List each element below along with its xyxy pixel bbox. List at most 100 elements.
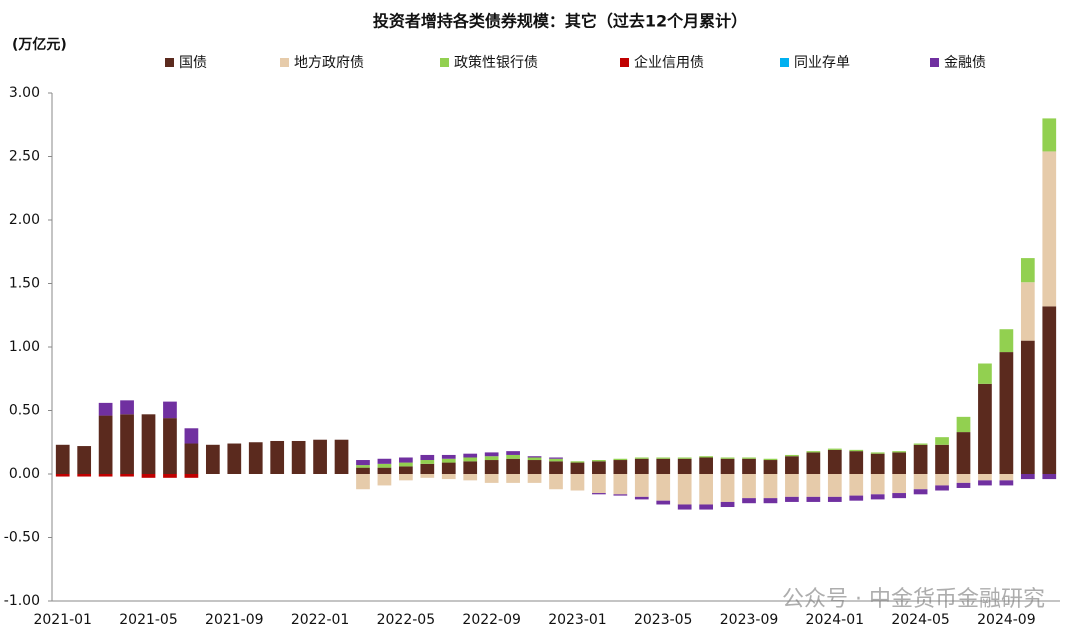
x-tick-label: 2024-05 xyxy=(891,612,950,628)
y-tick-label: 1.00 xyxy=(9,339,40,355)
x-tick-label: 2021-01 xyxy=(33,612,92,628)
bar-segment xyxy=(720,458,735,474)
bar-segment xyxy=(163,418,177,474)
bar-segment xyxy=(570,462,585,474)
bar-segment xyxy=(463,457,478,462)
bar-segment xyxy=(913,474,928,490)
bar-segment xyxy=(356,467,370,474)
bar-segment xyxy=(1020,258,1035,283)
bar-segment xyxy=(463,461,478,474)
bar-segment xyxy=(291,440,306,474)
bar-segment xyxy=(377,463,392,468)
bar-segment xyxy=(1042,151,1057,307)
x-tick-label: 2022-01 xyxy=(291,612,350,628)
bar-segment xyxy=(699,456,713,458)
bar-segment xyxy=(98,474,113,477)
bar-segment xyxy=(356,465,370,468)
bar-segment xyxy=(892,474,907,494)
bar-segment xyxy=(527,457,542,461)
bar-segment xyxy=(441,454,456,459)
bar-segment xyxy=(956,474,971,483)
legend-swatch xyxy=(620,58,629,67)
bar-segment xyxy=(184,443,199,474)
bar-segment xyxy=(806,496,821,502)
x-tick-label: 2021-09 xyxy=(205,612,264,628)
bar-segment xyxy=(935,437,949,445)
bar-segment xyxy=(184,474,199,478)
bar-segment xyxy=(399,462,413,467)
bar-segment xyxy=(141,414,156,474)
bar-segment xyxy=(785,454,799,457)
bar-segment xyxy=(120,414,134,474)
bar-segment xyxy=(806,452,821,474)
bar-segment xyxy=(763,498,778,504)
bar-segment xyxy=(634,474,649,497)
bar-segment xyxy=(463,474,478,481)
bar-segment xyxy=(699,474,713,505)
bar-segment xyxy=(527,474,542,483)
x-tick-label: 2022-09 xyxy=(462,612,521,628)
legend-swatch xyxy=(780,58,789,67)
bar-segment xyxy=(763,458,778,461)
bar-segment xyxy=(377,474,392,486)
bar-segment xyxy=(141,474,156,478)
bar-segment xyxy=(484,456,499,461)
bar-segment xyxy=(399,457,413,463)
bar-segment xyxy=(892,451,907,453)
bar-segment xyxy=(806,451,821,453)
bar-segment xyxy=(1042,474,1057,480)
x-tick-label: 2022-05 xyxy=(377,612,436,628)
bar-segment xyxy=(420,454,435,461)
bar-segment xyxy=(849,474,864,496)
legend-label: 政策性银行债 xyxy=(454,54,538,71)
bar-segment xyxy=(913,444,928,474)
bar-segment xyxy=(699,457,713,474)
y-tick-label: 2.50 xyxy=(9,149,40,165)
bar-segment xyxy=(956,482,971,488)
bar-segment xyxy=(827,496,842,502)
bar-segment xyxy=(313,439,327,474)
bar-segment xyxy=(935,474,949,486)
y-axis-label: (万亿元) xyxy=(12,36,67,53)
bar-segment xyxy=(656,500,671,505)
y-tick-label: 0.50 xyxy=(9,403,40,419)
bar-segment xyxy=(1020,282,1035,341)
bar-segment xyxy=(763,474,778,499)
bar-segment xyxy=(270,440,285,474)
bar-segment xyxy=(913,489,928,495)
bar-segment xyxy=(506,454,520,459)
bar-segment xyxy=(549,458,563,462)
bar-segment xyxy=(55,444,70,474)
bar-segment xyxy=(613,474,628,495)
bar-segment xyxy=(592,460,606,462)
bar-segment xyxy=(356,474,370,490)
y-tick-label: 2.00 xyxy=(9,212,40,228)
bar-segment xyxy=(699,504,713,510)
bar-segment xyxy=(806,474,821,497)
bar-segment xyxy=(592,493,606,495)
bar-segment xyxy=(720,501,735,508)
bar-segment xyxy=(956,432,971,474)
chart-title: 投资者增持各类债券规模：其它（过去12个月累计） xyxy=(373,12,747,31)
legend-label: 地方政府债 xyxy=(294,55,364,71)
bar-segment xyxy=(870,453,885,474)
bar-segment xyxy=(570,461,585,463)
bar-segment xyxy=(98,415,113,474)
bar-segment xyxy=(677,474,692,505)
bar-segment xyxy=(870,494,885,500)
bar-segment xyxy=(527,456,542,458)
bar-segment xyxy=(742,457,756,459)
bar-segment xyxy=(785,474,799,497)
bar-segment xyxy=(849,495,864,501)
bar-segment xyxy=(205,444,220,474)
bar-segment xyxy=(634,457,649,459)
bar-segment xyxy=(377,458,392,464)
bar-segment xyxy=(484,460,499,474)
bar-segment xyxy=(742,498,756,504)
bar-segment xyxy=(549,457,563,459)
bar-segment xyxy=(1042,118,1057,152)
bar-segment xyxy=(77,474,92,477)
bar-segment xyxy=(592,474,606,494)
bar-segment xyxy=(827,448,842,450)
bar-segment xyxy=(506,451,520,455)
